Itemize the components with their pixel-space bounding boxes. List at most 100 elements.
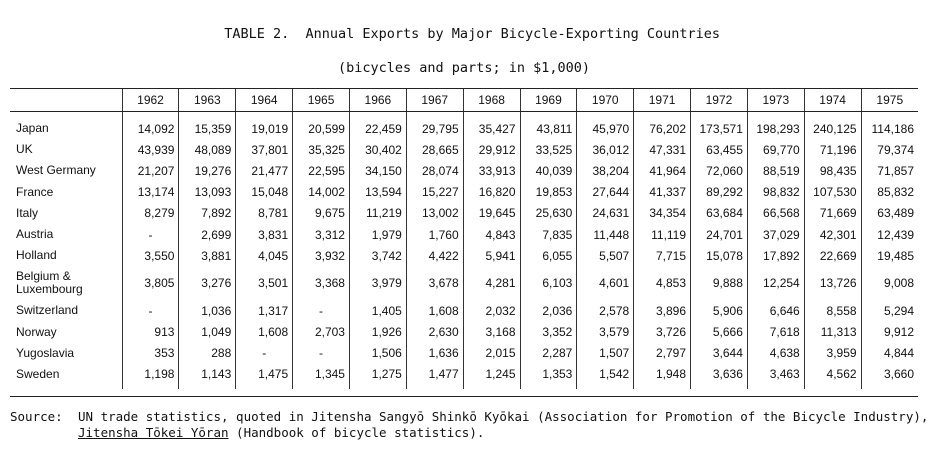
table-row: Japan 14,092 15,359 19,019 20,599 22,459 29,79… xyxy=(10,111,918,140)
value-cell: 3,312 xyxy=(292,223,350,246)
value-cell: 2,036 xyxy=(519,300,577,322)
value-cell: 3,726 xyxy=(633,321,691,343)
table-row: Austria -2,699 3,831 3,312 1,979 1,760 4,843 7,… xyxy=(10,223,918,246)
value-cell: 24,631 xyxy=(576,202,634,224)
value-cell: 71,857 xyxy=(860,160,918,182)
value-cell: 3,805 xyxy=(121,266,179,301)
value-cell: 288 xyxy=(178,342,236,364)
country-cell: West Germany xyxy=(16,163,96,178)
value-cell: 76,202 xyxy=(633,111,691,140)
value-cell: 22,459 xyxy=(348,111,407,140)
value-cell: 2,578 xyxy=(576,300,634,322)
value-cell: 72,060 xyxy=(690,160,748,182)
value-cell: 1,507 xyxy=(576,342,634,364)
value-cell: 5,294 xyxy=(860,300,918,322)
value-cell: 38,204 xyxy=(576,160,634,182)
country-cell: Switzerland xyxy=(16,303,79,318)
value-cell: 3,368 xyxy=(292,266,350,301)
year-header: 1966 xyxy=(348,88,407,112)
value-cell: 1,477 xyxy=(405,363,464,390)
value-cell: 29,912 xyxy=(462,139,520,161)
value-cell: 29,795 xyxy=(405,111,464,140)
value-cell: 1,049 xyxy=(178,321,236,343)
value-cell: 40,039 xyxy=(519,160,577,182)
value-cell: 98,435 xyxy=(803,160,862,182)
value-cell: 107,530 xyxy=(803,181,862,203)
value-cell: 30,402 xyxy=(348,139,407,161)
value-cell: 15,048 xyxy=(235,181,293,203)
value-cell: 1,475 xyxy=(235,363,293,390)
table-row: Sweden 1,198 1,143 1,475 1,345 1,275 1,477 1,24… xyxy=(10,363,918,390)
value-cell: 1,345 xyxy=(292,363,350,390)
table-row: Norway 913 1,049 1,608 2,703 1,926 2,630 3,168 3… xyxy=(10,321,918,343)
value-cell: 6,103 xyxy=(519,266,577,301)
value-cell: 48,089 xyxy=(178,139,236,161)
value-cell: 8,279 xyxy=(121,202,179,224)
value-cell: 5,666 xyxy=(690,321,748,343)
value-cell: 2,703 xyxy=(292,321,350,343)
value-cell: 913 xyxy=(121,321,179,343)
value-cell: 4,422 xyxy=(405,245,464,267)
value-cell: 17,892 xyxy=(746,245,805,267)
year-header: 1963 xyxy=(178,88,236,112)
value-cell: 33,913 xyxy=(462,160,520,182)
year-header: 1975 xyxy=(860,88,918,112)
value-cell: 1,926 xyxy=(348,321,407,343)
value-cell: 1,198 xyxy=(121,363,179,390)
value-cell: 4,844 xyxy=(860,342,918,364)
table-title: TABLE 2. Annual Exports by Major Bicycle… xyxy=(0,9,928,94)
value-cell: 21,477 xyxy=(235,160,293,182)
value-cell: 353 xyxy=(121,342,179,364)
value-cell: - xyxy=(121,223,179,246)
value-cell: 42,301 xyxy=(803,223,862,246)
value-cell: 79,374 xyxy=(860,139,918,161)
value-cell: 19,853 xyxy=(519,181,577,203)
value-cell: 36,012 xyxy=(576,139,634,161)
value-cell: 63,684 xyxy=(690,202,748,224)
value-cell: 3,831 xyxy=(235,223,293,246)
value-cell: 89,292 xyxy=(690,181,748,203)
value-cell: 11,119 xyxy=(633,223,691,246)
value-cell: 63,455 xyxy=(690,139,748,161)
country-cell: Sweden xyxy=(16,366,60,381)
value-cell: 35,427 xyxy=(462,111,520,140)
value-cell: 9,912 xyxy=(860,321,918,343)
value-cell: 3,979 xyxy=(348,266,407,301)
value-cell: 24,701 xyxy=(690,223,748,246)
value-cell: 4,843 xyxy=(462,223,520,246)
value-cell: 4,601 xyxy=(576,266,634,301)
year-header: 1962 xyxy=(121,88,179,112)
value-cell: 16,820 xyxy=(462,181,520,203)
value-cell: 6,055 xyxy=(519,245,577,267)
value-cell: 3,168 xyxy=(462,321,520,343)
country-cell: Austria xyxy=(16,227,54,242)
value-cell: 9,675 xyxy=(292,202,350,224)
source-handbook-title: Jitensha Tōkei Yōran xyxy=(78,425,229,440)
exports-table: 1962 1963 1964 1965 1966 1967 1968 1969 1970 1971… xyxy=(10,88,918,390)
source-line-2: Jitensha Tōkei Yōran (Handbook of bicycl… xyxy=(78,425,484,441)
table-row: France 13,174 13,093 15,048 14,002 13,594 15,2… xyxy=(10,181,918,203)
value-cell: 37,801 xyxy=(235,139,293,161)
country-cell: Japan xyxy=(16,121,49,136)
value-cell: 20,599 xyxy=(292,111,350,140)
value-cell: 19,645 xyxy=(462,202,520,224)
value-cell: 27,644 xyxy=(576,181,634,203)
value-cell: 8,781 xyxy=(235,202,293,224)
value-cell: 1,143 xyxy=(178,363,236,390)
value-cell: 22,595 xyxy=(292,160,350,182)
year-header: 1973 xyxy=(746,88,805,112)
value-cell: - xyxy=(292,342,350,364)
value-cell: 71,196 xyxy=(803,139,862,161)
value-cell: 21,207 xyxy=(121,160,179,182)
value-cell: 2,287 xyxy=(519,342,577,364)
value-cell: 88,519 xyxy=(746,160,805,182)
value-cell: 9,888 xyxy=(690,266,748,301)
table-row: Switzerland -1,036 1,317-1,405 1,608 2,032 2,… xyxy=(10,300,918,322)
bottom-rule xyxy=(10,396,918,397)
value-cell: 3,932 xyxy=(292,245,350,267)
value-cell: 4,638 xyxy=(746,342,805,364)
value-cell: 3,959 xyxy=(803,342,862,364)
country-cell: Norway xyxy=(16,324,57,339)
value-cell: 11,313 xyxy=(803,321,862,343)
value-cell: 28,074 xyxy=(405,160,464,182)
